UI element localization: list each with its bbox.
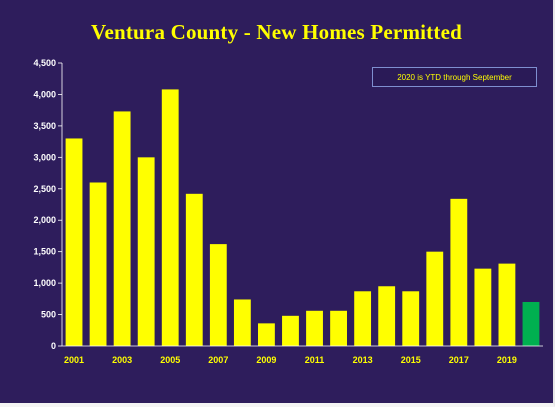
bar-2002 (89, 182, 107, 346)
x-tick-label: 2007 (208, 355, 228, 365)
bar-2011 (306, 310, 323, 346)
x-tick-label: 2015 (401, 355, 421, 365)
x-tick-label: 2013 (353, 355, 373, 365)
x-tick-label: 2019 (497, 355, 517, 365)
x-tick-label: 2017 (449, 355, 469, 365)
bar-2007 (209, 244, 227, 346)
y-tick-label: 2,500 (33, 184, 56, 194)
bar-2008 (233, 299, 251, 346)
bars (65, 89, 540, 347)
x-axis: 2001 2003 2005 2007 2009 2011 2013 2015 2017 2019 (62, 345, 543, 365)
x-tick-label: 2003 (112, 355, 132, 365)
x-tick-label: 2001 (64, 355, 84, 365)
bar-2005 (161, 89, 179, 346)
y-tick-label: 2,000 (33, 215, 56, 225)
y-axis: 0 500 1,000 1,500 2,000 2,500 3,000 3,500 4,000 4… (33, 58, 63, 351)
bar-2004 (137, 157, 155, 346)
x-tick-label: 2005 (160, 355, 180, 365)
bar-2001 (65, 138, 83, 346)
y-tick-label: 4,500 (33, 58, 56, 68)
chart-title: Ventura County - New Homes Permitted (91, 20, 462, 44)
bar-2018 (474, 268, 492, 346)
y-tick-label: 3,000 (33, 152, 56, 162)
x-tick-label: 2009 (256, 355, 276, 365)
y-tick-label: 1,500 (33, 247, 56, 257)
bar-2017 (450, 198, 468, 346)
y-tick-label: 4,000 (33, 89, 56, 99)
bar-2012 (330, 310, 347, 346)
bar-2013 (354, 291, 372, 346)
y-tick-label: 500 (41, 310, 56, 320)
y-tick-label: 1,000 (33, 278, 56, 288)
bar-2019 (498, 263, 516, 346)
bar-2006 (185, 193, 203, 346)
y-tick-label: 0 (51, 341, 56, 351)
bar-2010 (282, 315, 299, 346)
y-tick-label: 3,500 (33, 121, 56, 131)
ytd-annotation: 2020 is YTD through September (372, 67, 537, 87)
bar-2014 (378, 286, 396, 346)
bar-2003 (113, 111, 131, 347)
bar-2009 (258, 323, 275, 346)
bar-2015 (402, 291, 420, 346)
bar-2016 (426, 251, 444, 346)
bar-2020 (522, 301, 540, 346)
x-tick-label: 2011 (305, 355, 325, 365)
